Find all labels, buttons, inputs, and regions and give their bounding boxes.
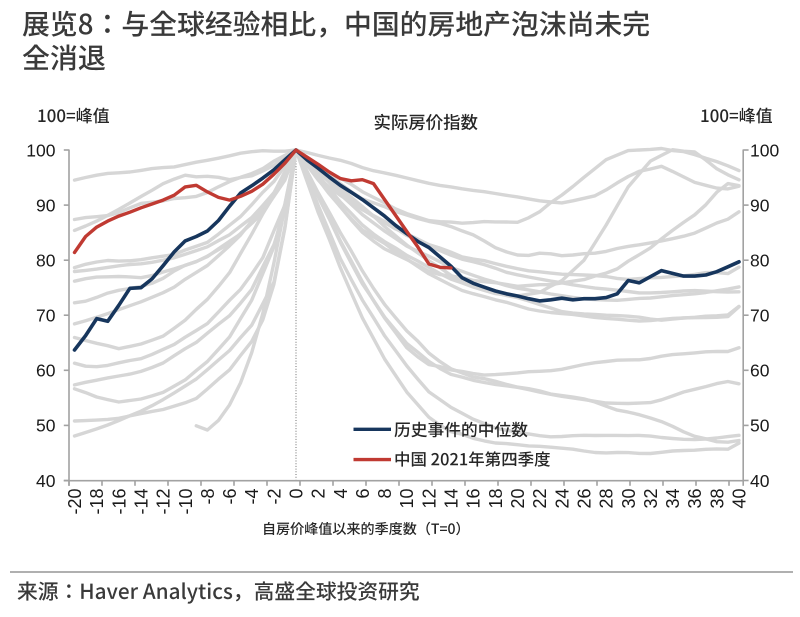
svg-text:2: 2	[309, 489, 329, 499]
svg-text:60: 60	[750, 361, 770, 381]
svg-text:18: 18	[486, 489, 506, 509]
svg-text:16: 16	[464, 489, 484, 509]
svg-text:50: 50	[750, 416, 770, 436]
svg-text:-2: -2	[264, 489, 284, 505]
svg-text:6: 6	[353, 489, 373, 499]
svg-text:100: 100	[26, 140, 55, 160]
svg-text:70: 70	[750, 306, 770, 326]
svg-text:40: 40	[730, 489, 750, 509]
svg-text:8: 8	[375, 489, 395, 499]
svg-text:80: 80	[750, 251, 770, 271]
svg-text:-8: -8	[198, 489, 218, 505]
svg-text:50: 50	[36, 416, 56, 436]
svg-text:90: 90	[750, 195, 770, 215]
svg-text:60: 60	[36, 361, 56, 381]
svg-text:70: 70	[36, 306, 56, 326]
svg-text:38: 38	[707, 489, 727, 509]
svg-text:22: 22	[530, 489, 550, 509]
svg-text:10: 10	[397, 489, 417, 509]
svg-text:4: 4	[331, 489, 351, 499]
svg-text:80: 80	[36, 251, 56, 271]
svg-text:24: 24	[552, 489, 572, 509]
svg-text:34: 34	[663, 489, 683, 509]
svg-text:-6: -6	[220, 489, 240, 505]
svg-text:32: 32	[641, 489, 661, 509]
svg-text:20: 20	[508, 489, 528, 509]
svg-text:-12: -12	[154, 489, 174, 515]
svg-text:-18: -18	[87, 489, 107, 515]
svg-text:40: 40	[750, 471, 770, 491]
svg-text:100: 100	[750, 140, 779, 160]
svg-text:28: 28	[597, 489, 617, 509]
svg-text:-10: -10	[176, 489, 196, 515]
svg-text:12: 12	[419, 489, 439, 509]
svg-text:-4: -4	[242, 489, 262, 505]
svg-text:-20: -20	[65, 489, 85, 515]
svg-text:26: 26	[575, 489, 595, 509]
svg-text:-16: -16	[109, 489, 129, 515]
svg-text:-14: -14	[132, 489, 152, 515]
svg-text:36: 36	[685, 489, 705, 509]
svg-text:30: 30	[619, 489, 639, 509]
svg-text:90: 90	[36, 195, 56, 215]
svg-text:40: 40	[36, 471, 56, 491]
svg-text:0: 0	[287, 489, 307, 499]
svg-text:14: 14	[442, 489, 462, 509]
